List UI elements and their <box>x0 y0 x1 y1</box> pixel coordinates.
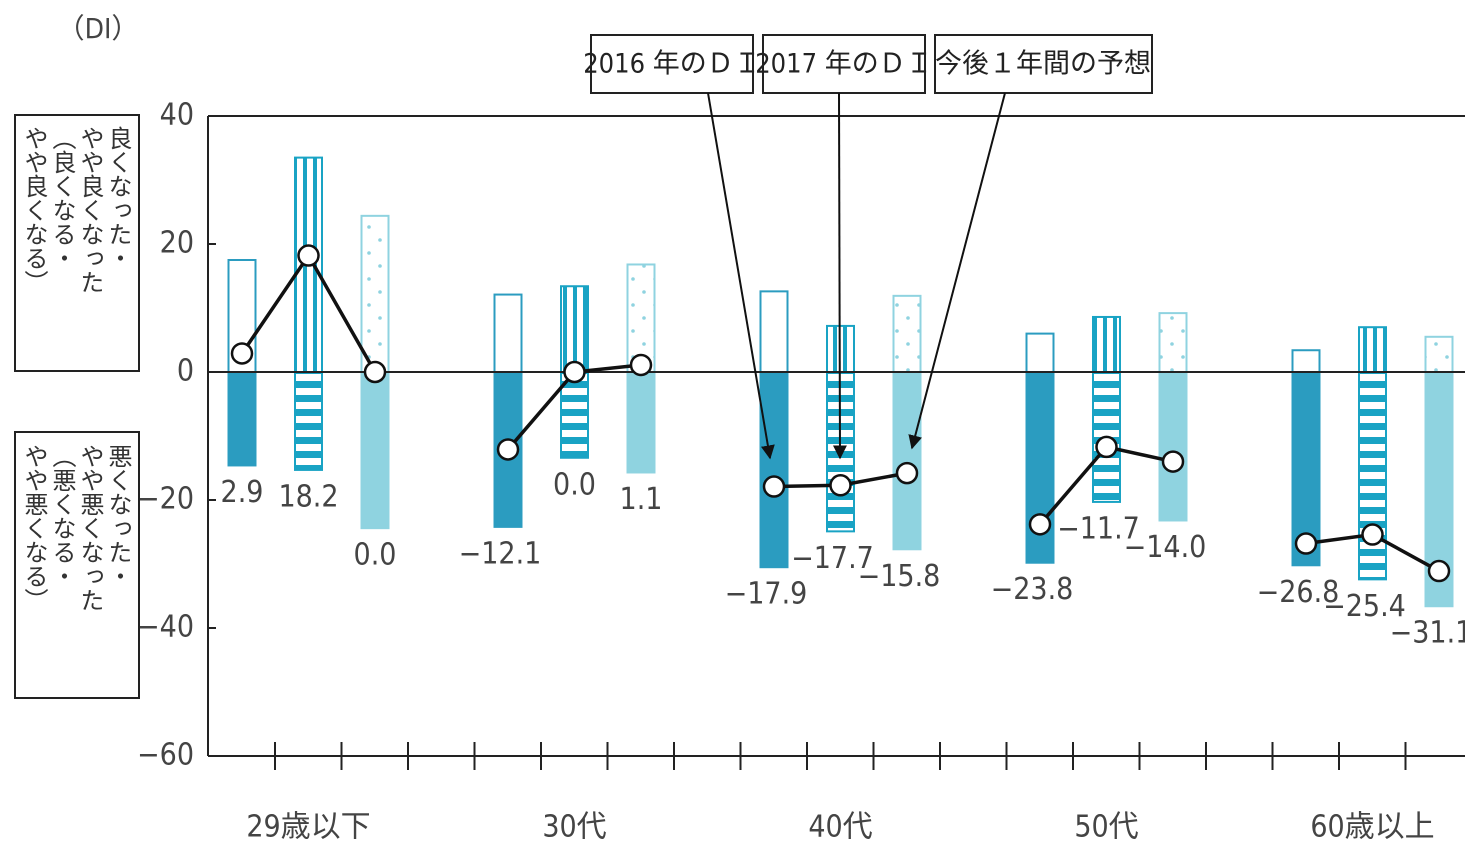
data-label: −26.8 <box>1257 575 1340 610</box>
y-tick-label: 0 <box>177 354 194 389</box>
legend-arrow <box>908 92 1006 450</box>
legend-label: 2016 年のＤＩ <box>583 49 761 80</box>
bar-negative <box>892 371 922 551</box>
legend-box <box>762 34 926 94</box>
di-point <box>1095 435 1118 459</box>
y-tick-label: 40 <box>160 98 194 133</box>
data-label: −17.7 <box>791 541 874 576</box>
x-tick-label: 29歳以下 <box>246 810 370 845</box>
data-label: −11.7 <box>1057 511 1140 546</box>
di-point <box>895 461 919 485</box>
data-label: 2.9 <box>221 475 264 510</box>
legend-label: 2017 年のＤＩ <box>755 49 933 80</box>
data-label: −23.8 <box>991 572 1074 607</box>
annotation: やや良くなる） <box>20 126 48 294</box>
di-point <box>496 438 520 461</box>
y-tick-label: −40 <box>137 610 194 645</box>
data-label: −25.4 <box>1323 589 1406 624</box>
di-point <box>1028 513 1052 536</box>
di-point <box>363 360 387 384</box>
annotation-box <box>14 114 140 372</box>
y-tick-label: −20 <box>137 482 194 517</box>
bar-positive <box>560 285 589 373</box>
bar-negative <box>360 371 390 530</box>
di-point <box>829 474 852 497</box>
bar-negative <box>1358 371 1387 581</box>
annotation: やや良くなった <box>76 126 104 294</box>
bar-positive <box>493 293 523 373</box>
annotation: やや悪くなった <box>76 444 104 612</box>
legend-arrow <box>832 92 847 460</box>
di-point <box>1361 523 1384 546</box>
data-label: −15.8 <box>858 559 941 594</box>
x-tick-label: 50代 <box>1074 810 1138 845</box>
bar-negative <box>759 371 789 569</box>
x-tick-label: 40代 <box>808 810 872 845</box>
data-label: 1.1 <box>620 482 663 517</box>
bar-positive <box>759 290 789 373</box>
legend-arrow <box>707 92 775 460</box>
data-label: −14.0 <box>1124 530 1207 565</box>
legend: 2016 年のＤＩ 2017 年のＤＩ 今後１年間の予想 <box>583 34 1153 460</box>
di-point <box>1427 559 1451 583</box>
di-point <box>1294 532 1318 555</box>
di-point <box>629 353 653 377</box>
bar-positive <box>1424 335 1454 373</box>
y-tick-label: −60 <box>137 738 194 773</box>
data-label: 0.0 <box>553 467 596 502</box>
bar-negative <box>294 371 323 471</box>
data-label: −31.1 <box>1390 616 1465 651</box>
data-label: −12.1 <box>459 536 542 571</box>
legend-label: 今後１年間の予想 <box>935 49 1151 80</box>
bar-positive <box>360 214 390 373</box>
data-label: −17.9 <box>725 577 808 612</box>
annotation: 悪くなった・ <box>104 444 132 588</box>
bar-negative <box>1158 371 1188 522</box>
y-tick-label: 20 <box>160 226 194 261</box>
annotation: （良くなる・ <box>48 126 76 270</box>
data-label: 18.2 <box>278 479 338 514</box>
legend-box <box>590 34 754 94</box>
annotation: やや悪くなる） <box>20 444 48 612</box>
bar-positive <box>1358 326 1387 374</box>
di-point <box>563 360 586 384</box>
di-point <box>297 244 320 267</box>
annotation: 良くなった・ <box>104 126 132 270</box>
y-axis-label: （DI） <box>57 12 140 45</box>
bar-negative <box>227 371 257 467</box>
bar-positive <box>1092 315 1121 373</box>
annotation-box <box>14 431 140 699</box>
bar-positive <box>1291 349 1321 373</box>
x-tick-label: 60歳以上 <box>1310 810 1434 845</box>
annotation: （悪くなる・ <box>48 444 76 588</box>
di-point <box>1161 450 1185 473</box>
bar-positive <box>892 294 922 373</box>
x-tick-label: 30代 <box>542 810 606 845</box>
di-point <box>230 342 254 365</box>
bar-negative <box>626 371 656 474</box>
bar-positive <box>1025 332 1055 374</box>
bar-positive <box>1158 312 1188 373</box>
legend-box <box>934 34 1153 94</box>
di-point <box>762 475 786 498</box>
data-label: 0.0 <box>354 538 397 573</box>
